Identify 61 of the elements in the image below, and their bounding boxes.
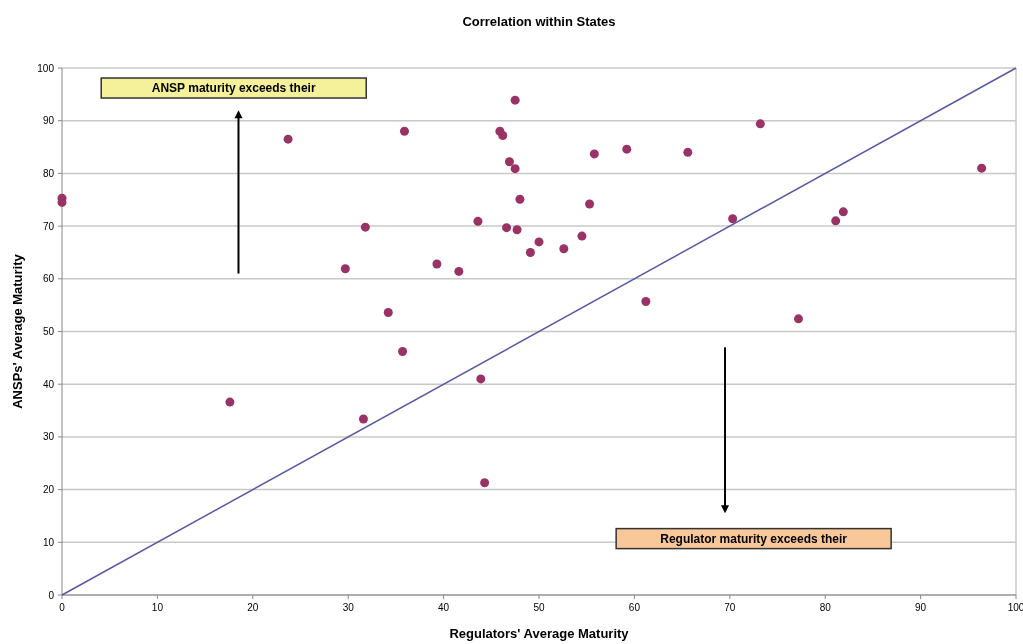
point bbox=[454, 266, 464, 276]
point bbox=[480, 478, 490, 488]
point bbox=[360, 222, 370, 232]
point bbox=[358, 414, 368, 424]
y-tick-label: 100 bbox=[37, 62, 55, 74]
x-tick-label: 70 bbox=[724, 602, 736, 613]
y-axis-title: ANSPs' Average Maturity bbox=[10, 253, 25, 409]
x-tick-label: 60 bbox=[628, 602, 641, 613]
point bbox=[432, 259, 442, 269]
point bbox=[504, 157, 514, 167]
x-tick-label: 20 bbox=[247, 602, 259, 613]
y-tick-label: 40 bbox=[42, 378, 55, 390]
y-tick-label: 70 bbox=[42, 220, 55, 232]
point bbox=[515, 194, 525, 204]
point bbox=[512, 225, 522, 235]
point bbox=[793, 314, 803, 324]
chart-title: Correlation within States bbox=[462, 14, 616, 29]
point bbox=[585, 199, 595, 209]
point bbox=[510, 164, 520, 174]
y-tick-label: 30 bbox=[42, 431, 55, 443]
point bbox=[534, 237, 544, 247]
point bbox=[398, 347, 408, 357]
x-tick-label: 80 bbox=[819, 602, 832, 613]
point bbox=[225, 397, 235, 407]
x-tick-label: 50 bbox=[533, 602, 545, 613]
point bbox=[399, 126, 409, 136]
point bbox=[340, 264, 350, 274]
point bbox=[577, 231, 587, 241]
point bbox=[473, 216, 483, 226]
x-tick-label: 10 bbox=[151, 602, 164, 613]
point bbox=[977, 163, 987, 173]
point bbox=[510, 95, 520, 105]
x-tick-label: 90 bbox=[915, 602, 927, 613]
point bbox=[498, 130, 508, 140]
y-tick-label: 0 bbox=[48, 589, 55, 601]
point bbox=[728, 214, 738, 224]
y-tick-label: 60 bbox=[42, 273, 55, 285]
point bbox=[755, 119, 765, 129]
point bbox=[838, 207, 848, 217]
point bbox=[559, 244, 569, 254]
y-tick-label: 10 bbox=[42, 536, 55, 548]
annotation: Regulator maturity exceeds their bbox=[660, 531, 848, 546]
y-tick-label: 80 bbox=[42, 167, 55, 179]
x-tick-label: 0 bbox=[59, 602, 66, 613]
point bbox=[589, 149, 599, 159]
x-tick-label: 30 bbox=[342, 602, 355, 613]
point bbox=[683, 147, 693, 157]
point bbox=[383, 308, 393, 318]
x-axis-title: Regulators' Average Maturity bbox=[449, 626, 630, 641]
y-tick-label: 20 bbox=[42, 484, 55, 496]
x-tick-label: 40 bbox=[438, 602, 450, 613]
annotation: ANSP maturity exceeds their bbox=[151, 81, 316, 96]
point bbox=[641, 296, 651, 306]
y-tick-label: 90 bbox=[42, 115, 55, 127]
point bbox=[476, 374, 486, 384]
point bbox=[525, 247, 535, 257]
point bbox=[502, 223, 512, 233]
y-tick-label: 50 bbox=[42, 326, 55, 337]
point bbox=[622, 144, 632, 154]
point bbox=[283, 134, 293, 144]
point bbox=[831, 216, 841, 226]
